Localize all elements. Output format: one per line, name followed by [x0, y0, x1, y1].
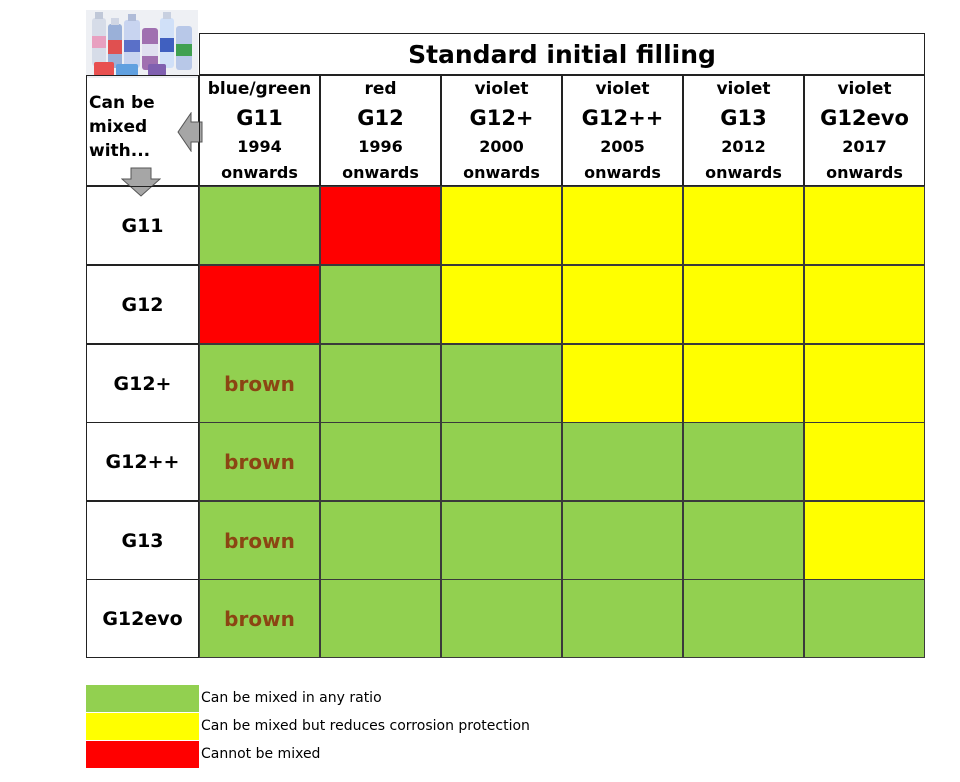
- column-note: onwards: [826, 162, 903, 182]
- matrix-cell: [683, 501, 804, 580]
- column-note: onwards: [342, 162, 419, 182]
- matrix-cell: [562, 265, 683, 344]
- column-name: G13: [720, 105, 767, 130]
- column-color: violet: [837, 78, 892, 99]
- column-name: G11: [236, 105, 283, 130]
- arrow-down-icon: [121, 167, 161, 197]
- matrix-cell: [441, 422, 562, 501]
- column-name: G12evo: [820, 105, 909, 130]
- column-year: 2000: [479, 136, 524, 156]
- row-label: G12: [86, 265, 199, 344]
- matrix-cell: [804, 501, 925, 580]
- column-year: 1996: [358, 136, 403, 156]
- matrix-cell: [441, 186, 562, 265]
- matrix-cell: [562, 422, 683, 501]
- matrix-cell: [562, 344, 683, 423]
- legend-text: Cannot be mixed: [201, 746, 321, 762]
- matrix-cell: brown: [199, 344, 320, 423]
- legend-swatch: [86, 741, 199, 768]
- column-note: onwards: [584, 162, 661, 182]
- column-note: onwards: [705, 162, 782, 182]
- matrix-cell: [441, 344, 562, 423]
- matrix-cell: [804, 186, 925, 265]
- column-header: violet G12+ 2000 onwards: [441, 75, 562, 186]
- column-color: violet: [595, 78, 650, 99]
- column-note: onwards: [221, 162, 298, 182]
- arrow-left-icon: [177, 112, 203, 152]
- matrix-cell: brown: [199, 579, 320, 658]
- coolant-bottles-image: [86, 10, 198, 78]
- column-note: onwards: [463, 162, 540, 182]
- row-label: G12evo: [86, 579, 199, 658]
- row-label: G13: [86, 501, 199, 580]
- column-header: violet G12++ 2005 onwards: [562, 75, 683, 186]
- corner-label: Can be mixed with...: [89, 93, 155, 161]
- matrix-cell: [562, 579, 683, 658]
- matrix-cell: [562, 186, 683, 265]
- column-header: blue/green G11 1994 onwards: [199, 75, 320, 186]
- matrix-cell: [562, 501, 683, 580]
- matrix-cell: [804, 265, 925, 344]
- column-color: blue/green: [207, 78, 312, 99]
- matrix-cell: [320, 579, 441, 658]
- column-color: red: [364, 78, 397, 99]
- column-header: red G12 1996 onwards: [320, 75, 441, 186]
- matrix-cell: [683, 186, 804, 265]
- table-title: Standard initial filling: [199, 33, 925, 75]
- row-label: G12+: [86, 344, 199, 423]
- matrix-cell: [804, 344, 925, 423]
- matrix-cell: [683, 579, 804, 658]
- matrix-cell: [683, 344, 804, 423]
- row-label: G12++: [86, 422, 199, 501]
- matrix-cell: [683, 422, 804, 501]
- column-color: violet: [716, 78, 771, 99]
- column-year: 2017: [842, 136, 887, 156]
- matrix-cell: brown: [199, 501, 320, 580]
- legend-swatch: [86, 713, 199, 740]
- column-name: G12++: [581, 105, 664, 130]
- matrix-cell: [804, 579, 925, 658]
- matrix-cell: [199, 265, 320, 344]
- column-name: G12+: [469, 105, 534, 130]
- matrix-cell: [441, 265, 562, 344]
- column-color: violet: [474, 78, 529, 99]
- matrix-cell: [320, 344, 441, 423]
- matrix-cell: [320, 501, 441, 580]
- column-header: violet G13 2012 onwards: [683, 75, 804, 186]
- matrix-cell: [804, 422, 925, 501]
- column-year: 2005: [600, 136, 645, 156]
- matrix-cell: [441, 501, 562, 580]
- matrix-cell: [441, 579, 562, 658]
- column-header: violet G12evo 2017 onwards: [804, 75, 925, 186]
- corner-header-cell: Can be mixed with...: [86, 75, 203, 197]
- legend-text: Can be mixed but reduces corrosion prote…: [201, 718, 530, 734]
- matrix-cell: [320, 422, 441, 501]
- matrix-cell: [199, 186, 320, 265]
- matrix-cell: [320, 186, 441, 265]
- legend-swatch: [86, 685, 199, 712]
- column-year: 2012: [721, 136, 766, 156]
- matrix-cell: [320, 265, 441, 344]
- column-year: 1994: [237, 136, 282, 156]
- column-name: G12: [357, 105, 404, 130]
- matrix-cell: [683, 265, 804, 344]
- row-label: G11: [86, 186, 199, 265]
- matrix-cell: brown: [199, 422, 320, 501]
- legend-text: Can be mixed in any ratio: [201, 690, 382, 706]
